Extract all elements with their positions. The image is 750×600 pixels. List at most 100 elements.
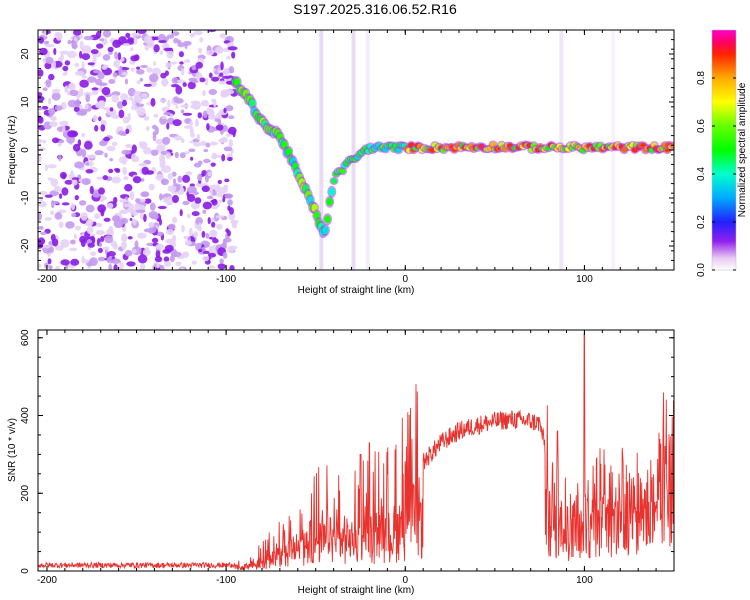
noise-speck	[217, 179, 222, 185]
noise-speck	[172, 216, 178, 224]
noise-speck	[62, 65, 69, 72]
noise-speck	[99, 100, 106, 108]
noise-speck	[68, 83, 74, 90]
noise-speck	[183, 125, 193, 129]
noise-speck	[148, 221, 155, 228]
noise-speck	[207, 30, 217, 33]
noise-speck	[111, 176, 121, 184]
noise-speck	[118, 156, 128, 164]
ridge-cell	[322, 226, 329, 235]
noise-speck	[102, 175, 109, 181]
noise-speck	[64, 60, 71, 66]
noise-speck	[38, 69, 44, 77]
noise-speck	[140, 93, 148, 99]
noise-speck	[128, 96, 133, 101]
noise-speck	[44, 217, 52, 221]
noise-speck	[227, 205, 231, 211]
noise-speck	[38, 237, 46, 246]
noise-speck	[71, 213, 77, 218]
noise-speck	[69, 89, 79, 97]
noise-speck	[161, 115, 167, 120]
noise-speck	[182, 200, 190, 206]
noise-speck	[205, 142, 211, 148]
noise-speck	[136, 106, 146, 116]
noise-speck	[73, 233, 78, 240]
noise-speck	[191, 64, 197, 71]
noise-speck	[225, 228, 230, 233]
noise-speck	[108, 168, 114, 174]
noise-speck	[165, 152, 172, 159]
noise-speck	[132, 218, 137, 226]
noise-speck	[202, 255, 210, 262]
noise-speck	[227, 245, 235, 254]
noise-speck	[166, 122, 170, 130]
noise-speck	[112, 39, 122, 48]
noise-speck	[139, 77, 144, 82]
noise-speck	[205, 232, 210, 239]
noise-speck	[86, 218, 94, 227]
noise-speck	[79, 40, 84, 50]
noise-speck	[166, 34, 175, 39]
noise-speck	[79, 200, 87, 206]
noise-speck	[211, 98, 216, 104]
noise-speck	[143, 116, 150, 121]
noise-speck	[149, 202, 156, 211]
snr-marks	[38, 333, 674, 571]
noise-speck	[127, 112, 131, 122]
noise-speck	[206, 195, 214, 200]
noise-speck	[44, 62, 52, 70]
noise-speck	[108, 263, 112, 270]
noise-speck	[188, 148, 196, 153]
colorbar-frame	[711, 29, 737, 271]
noise-speck	[54, 245, 64, 251]
noise-speck	[99, 140, 108, 147]
noise-speck	[202, 250, 211, 254]
noise-speck	[160, 178, 169, 186]
noise-speck	[59, 50, 69, 55]
noise-speck	[202, 209, 207, 214]
noise-speck	[38, 191, 48, 196]
noise-speck	[52, 88, 61, 94]
noise-speck	[154, 255, 162, 263]
noise-speck	[78, 88, 84, 97]
noise-speck	[140, 64, 149, 69]
noise-speck	[98, 187, 105, 195]
noise-speck	[172, 119, 182, 127]
noise-speck	[61, 187, 69, 196]
noise-speck	[94, 213, 101, 220]
noise-speck	[99, 85, 103, 92]
noise-speck	[38, 95, 45, 102]
noise-speck	[71, 203, 75, 211]
noise-speck	[183, 235, 189, 240]
noise-speck	[38, 153, 41, 163]
noise-speck	[119, 261, 124, 270]
noise-speck	[54, 185, 61, 192]
noise-speck	[195, 72, 203, 80]
noise-speck	[228, 115, 235, 120]
noise-speck	[184, 240, 192, 246]
colorbar-tick-label: 0.6	[696, 119, 707, 133]
noise-speck	[164, 244, 174, 252]
noise-speck	[155, 139, 164, 145]
noise-speck	[208, 88, 217, 96]
noise-speck	[79, 79, 89, 88]
noise-speck	[124, 249, 133, 257]
noise-speck	[91, 87, 99, 91]
noise-speck	[54, 212, 63, 220]
noise-speck	[198, 47, 203, 54]
noise-speck	[47, 164, 57, 169]
noise-speck	[137, 232, 147, 239]
noise-speck	[200, 101, 210, 107]
noise-speck	[121, 72, 128, 76]
noise-speck	[145, 125, 150, 131]
noise-speck	[124, 78, 129, 85]
noise-speck	[112, 72, 118, 77]
noise-speck	[127, 236, 133, 240]
x-tick-label: 0	[402, 274, 408, 285]
noise-speck	[231, 221, 238, 229]
noise-speck	[190, 104, 197, 109]
noise-speck	[65, 221, 75, 229]
y-tick-label: 20	[20, 48, 31, 60]
noise-speck	[79, 50, 83, 59]
